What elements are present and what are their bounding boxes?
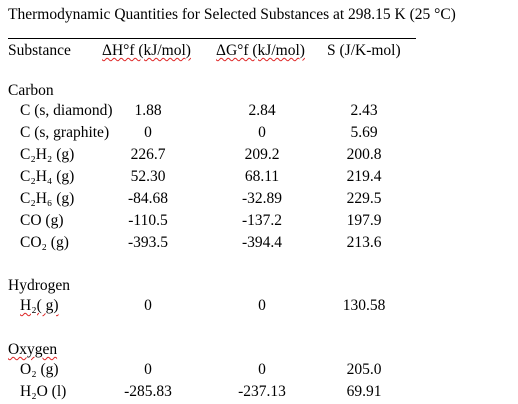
substance: H₂( g) <box>20 297 59 314</box>
substance: C₂H₂ (g) <box>20 146 75 163</box>
cell-value: 2.43 <box>350 102 378 119</box>
header-rule <box>8 38 416 39</box>
substance: CO₂ (g) <box>20 234 69 251</box>
cell-value: -237.13 <box>238 383 286 400</box>
column-header: S (J/K-mol) <box>327 42 401 59</box>
cell-value: -32.89 <box>241 190 283 207</box>
column-header: ΔG°f (kJ/mol) <box>216 42 305 59</box>
cell-value: 2.84 <box>248 102 276 119</box>
cell-value: 52.30 <box>130 168 166 185</box>
substance: C₂H₆ (g) <box>20 190 75 207</box>
cell-value: 229.5 <box>346 190 382 207</box>
substance: CO (g) <box>20 212 64 229</box>
cell-value: 0 <box>258 361 266 378</box>
cell-value: 0 <box>144 361 152 378</box>
column-header: Substance <box>8 42 71 59</box>
cell-value: 0 <box>144 124 152 141</box>
substance: O₂ (g) <box>20 361 59 378</box>
title: Thermodynamic Quantities for Selected Su… <box>8 6 456 23</box>
cell-value: -84.68 <box>127 190 169 207</box>
substance: H₂O (l) <box>20 383 67 400</box>
cell-value: 226.7 <box>130 146 166 163</box>
cell-value: 130.58 <box>342 297 386 314</box>
cell-value: -285.83 <box>124 383 172 400</box>
cell-value: 5.69 <box>350 124 378 141</box>
group-label: Oxygen <box>8 341 58 358</box>
substance: C (s, diamond) <box>20 102 113 119</box>
cell-value: -394.4 <box>241 234 283 251</box>
cell-value: 69.91 <box>346 383 382 400</box>
cell-value: 197.9 <box>346 212 382 229</box>
cell-value: -110.5 <box>128 212 168 229</box>
cell-value: 205.0 <box>346 361 382 378</box>
cell-value: 68.11 <box>244 168 280 185</box>
cell-value: 219.4 <box>346 168 382 185</box>
cell-value: -393.5 <box>127 234 169 251</box>
group-label: Carbon <box>8 82 54 99</box>
cell-value: 200.8 <box>346 146 382 163</box>
cell-value: 209.2 <box>244 146 280 163</box>
cell-value: 1.88 <box>134 102 162 119</box>
substance: C₂H₄ (g) <box>20 168 75 185</box>
cell-value: 0 <box>258 297 266 314</box>
cell-value: 0 <box>258 124 266 141</box>
group-label: Hydrogen <box>8 277 70 294</box>
substance: C (s, graphite) <box>20 124 110 141</box>
cell-value: 213.6 <box>346 234 382 251</box>
column-header: ΔH°f (kJ/mol) <box>102 42 191 59</box>
cell-value: 0 <box>144 297 152 314</box>
cell-value: -137.2 <box>241 212 283 229</box>
